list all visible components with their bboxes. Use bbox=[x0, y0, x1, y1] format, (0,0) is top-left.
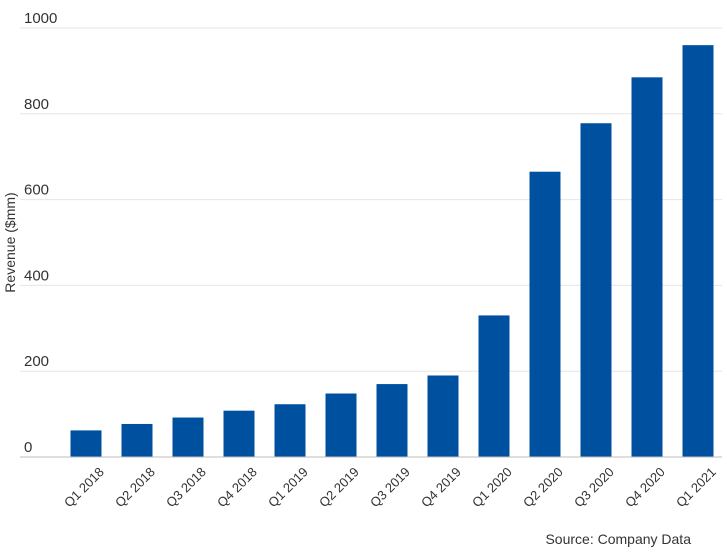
x-tick-label: Q4 2020 bbox=[622, 464, 668, 510]
bar-q4-2018 bbox=[223, 410, 255, 457]
bar-q3-2020 bbox=[580, 123, 612, 457]
x-tick-label: Q2 2018 bbox=[112, 464, 158, 510]
x-tick-label: Q1 2020 bbox=[469, 464, 515, 510]
x-tick-label: Q3 2018 bbox=[163, 464, 209, 510]
x-tick-label: Q1 2018 bbox=[61, 464, 107, 510]
x-tick-label: Q1 2019 bbox=[265, 464, 311, 510]
bar-q1-2021 bbox=[682, 45, 714, 457]
x-tick-label: Q3 2020 bbox=[571, 464, 617, 510]
bar-q1-2020 bbox=[478, 315, 510, 457]
x-tick-label: Q2 2020 bbox=[520, 464, 566, 510]
x-tick-label: Q4 2019 bbox=[418, 464, 464, 510]
bar-q2-2020 bbox=[529, 171, 561, 457]
bar-q1-2019 bbox=[274, 404, 306, 457]
bar-q3-2019 bbox=[376, 384, 408, 457]
y-tick-label: 1000 bbox=[24, 10, 57, 27]
y-axis-title: Revenue ($mm) bbox=[2, 192, 18, 292]
bars bbox=[70, 45, 714, 458]
y-tick-label: 400 bbox=[24, 267, 49, 284]
y-tick-label: 0 bbox=[24, 439, 32, 456]
y-tick-label: 200 bbox=[24, 353, 49, 370]
gridlines bbox=[20, 27, 722, 372]
x-tick-label: Q1 2021 bbox=[673, 464, 719, 510]
y-tick-label: 800 bbox=[24, 96, 49, 113]
bar-q2-2019 bbox=[325, 393, 357, 457]
bar-q3-2018 bbox=[172, 417, 204, 457]
source-note: Source: Company Data bbox=[545, 531, 691, 547]
bar-q4-2019 bbox=[427, 375, 459, 457]
x-tick-label: Q3 2019 bbox=[367, 464, 413, 510]
x-tick-label: Q4 2018 bbox=[214, 464, 260, 510]
y-tick-labels: 0 200 400 600 800 1000 bbox=[24, 10, 57, 456]
y-tick-label: 600 bbox=[24, 182, 49, 199]
bar-q4-2020 bbox=[631, 77, 663, 458]
bar-q2-2018 bbox=[121, 423, 153, 457]
x-tick-labels: Q1 2018 Q2 2018 Q3 2018 Q4 2018 Q1 2019 Q2 20… bbox=[61, 464, 719, 510]
x-tick-label: Q2 2019 bbox=[316, 464, 362, 510]
bar-q1-2018 bbox=[70, 430, 102, 457]
